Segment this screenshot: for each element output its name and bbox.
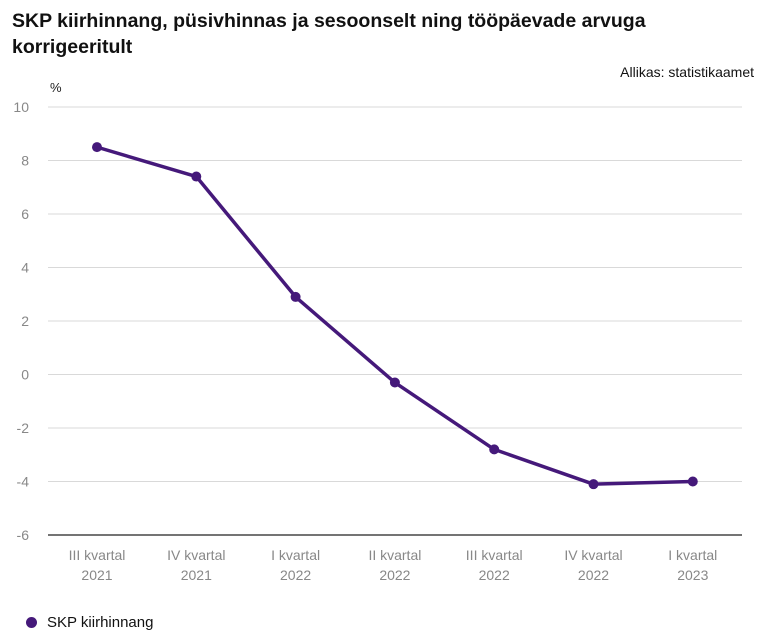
gridlines	[48, 106, 742, 536]
data-point	[588, 479, 599, 490]
y-tick-label: 4	[21, 260, 29, 276]
y-tick-label: 0	[21, 367, 29, 383]
x-tick-label: IV kvartal 2021	[167, 547, 225, 583]
data-point	[489, 444, 500, 455]
x-tick-label: I kvartal 2023	[668, 547, 717, 583]
y-tick-label: -2	[17, 420, 30, 436]
y-unit-label: %	[50, 80, 62, 95]
y-tick-label: 10	[13, 99, 29, 115]
y-tick-label: -4	[17, 474, 30, 490]
legend: SKP kiirhinnang	[26, 614, 153, 631]
x-axis-ticks: III kvartal 2021 IV kvartal 2021 I kvartal 20…	[69, 547, 718, 583]
y-tick-label: 6	[21, 206, 29, 222]
data-point	[290, 291, 301, 302]
data-point	[389, 377, 400, 388]
series-line	[95, 145, 695, 486]
y-axis-ticks: 10 8 6 4 2 0 -2 -4 -6	[13, 99, 29, 543]
y-tick-label: 8	[21, 153, 29, 169]
x-tick-label: IV kvartal 2022	[564, 547, 622, 583]
x-tick-label: III kvartal 2022	[466, 547, 523, 583]
data-point	[191, 171, 202, 182]
series-layer	[92, 142, 698, 490]
legend-label: SKP kiirhinnang	[47, 614, 154, 631]
x-tick-label: II kvartal 2022	[368, 547, 421, 583]
x-tick-label: III kvartal 2021	[69, 547, 126, 583]
y-tick-label: -6	[17, 527, 30, 543]
source-note: Allikas: statistikaamet	[620, 64, 754, 80]
chart-title: SKP kiirhinnang, püsivhinnas ja sesoonse…	[12, 10, 646, 58]
y-tick-label: 2	[21, 313, 29, 329]
legend-marker	[26, 617, 37, 628]
x-tick-label: I kvartal 2022	[271, 547, 320, 583]
data-point	[687, 476, 698, 487]
data-point	[92, 142, 102, 153]
